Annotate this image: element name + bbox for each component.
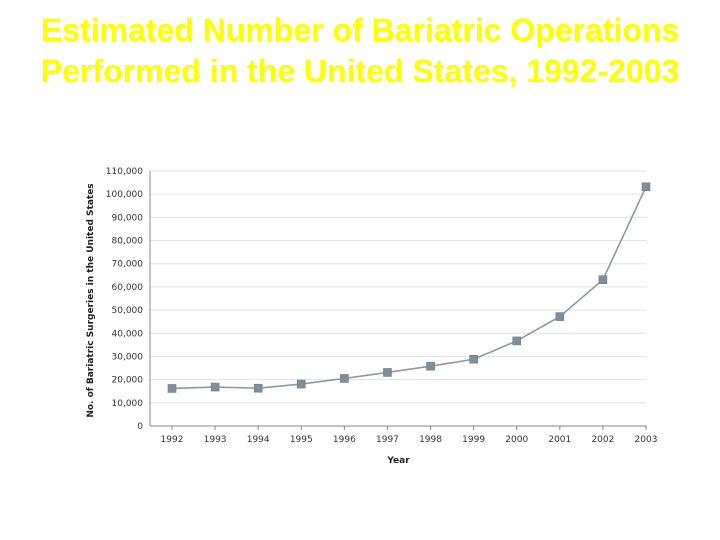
series-line bbox=[171, 186, 647, 390]
data-point bbox=[512, 336, 522, 346]
y-tick-labels: 0 10,000 20,000 30,000 40,000 50,000 60,000 70,… bbox=[106, 167, 143, 432]
data-point bbox=[296, 379, 306, 389]
y-tick-label: 70,000 bbox=[112, 260, 144, 270]
y-tick-label: 100,000 bbox=[106, 190, 143, 200]
x-axis-title: Year bbox=[386, 456, 410, 466]
y-tick-label: 10,000 bbox=[112, 399, 144, 409]
x-tick-label: 2003 bbox=[635, 435, 658, 445]
x-tick-labels: 1992 1993 1994 1995 1996 1997 1998 1999 2000 2001… bbox=[161, 435, 658, 445]
y-tick-label: 40,000 bbox=[112, 329, 144, 339]
slide-title: Estimated Number of Bariatric Operations… bbox=[40, 12, 680, 89]
y-tick-label: 60,000 bbox=[112, 283, 144, 293]
x-tick-label: 1994 bbox=[247, 435, 270, 445]
x-tick-label: 2002 bbox=[591, 435, 614, 445]
grid-lines bbox=[150, 170, 647, 404]
data-point bbox=[340, 374, 349, 383]
x-tick-label: 1992 bbox=[161, 435, 184, 445]
y-tick-label: 50,000 bbox=[112, 306, 144, 316]
y-tick-label: 80,000 bbox=[112, 237, 144, 247]
y-tick-label: 110,000 bbox=[106, 167, 143, 177]
data-point bbox=[641, 182, 651, 192]
data-point bbox=[469, 354, 478, 364]
x-tick-label: 1998 bbox=[419, 435, 442, 445]
data-point bbox=[253, 383, 263, 393]
data-point bbox=[426, 361, 435, 371]
data-point bbox=[598, 275, 608, 285]
data-point bbox=[383, 368, 392, 377]
data-point bbox=[167, 384, 177, 393]
y-tick-label: 90,000 bbox=[112, 213, 144, 223]
axes bbox=[149, 171, 647, 430]
y-tick-label: 30,000 bbox=[112, 352, 144, 362]
data-point bbox=[210, 382, 220, 392]
data-point bbox=[555, 312, 565, 321]
x-tick-label: 1993 bbox=[204, 435, 227, 445]
y-tick-label: 20,000 bbox=[112, 376, 144, 386]
x-tick-label: 1999 bbox=[462, 435, 485, 445]
x-tick-label: 2001 bbox=[548, 435, 571, 445]
x-tick-label: 1996 bbox=[333, 435, 356, 445]
y-tick-label: 0 bbox=[137, 422, 143, 432]
x-tick-label: 2000 bbox=[505, 435, 528, 445]
x-tick-label: 1997 bbox=[376, 435, 399, 445]
y-axis-title: No. of Bariatric Surgeries in the United… bbox=[86, 183, 96, 417]
x-tick-label: 1995 bbox=[290, 435, 313, 445]
series-layer bbox=[167, 182, 651, 393]
